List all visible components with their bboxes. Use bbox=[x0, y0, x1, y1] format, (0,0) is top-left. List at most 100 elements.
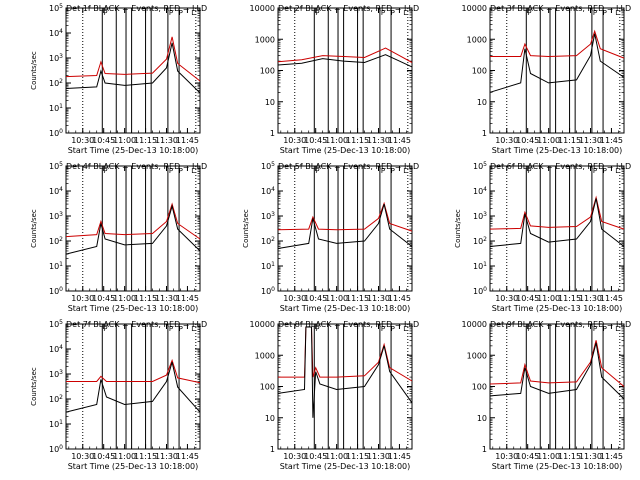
x-tick-label: 11:00 bbox=[537, 452, 560, 461]
x-tick-label: 11:15 bbox=[134, 136, 157, 145]
x-tick-label: 11:30 bbox=[579, 136, 602, 145]
lld-series-line bbox=[66, 358, 201, 384]
y-tick-label: 104 bbox=[473, 186, 487, 196]
y-tick-label: 104 bbox=[49, 186, 63, 196]
marker-flag-label: P bbox=[391, 325, 395, 333]
x-tick-label: 10:45 bbox=[304, 136, 327, 145]
y-tick-label: 104 bbox=[49, 28, 63, 38]
x-tick-label: 11:15 bbox=[346, 294, 369, 303]
panel-det-6: Det 6f BLACK = Events, RED = LLD10010110… bbox=[454, 161, 631, 313]
x-tick-label: 11:00 bbox=[325, 452, 348, 461]
x-tick-label: 10:45 bbox=[516, 294, 539, 303]
plot-frame bbox=[489, 165, 625, 292]
events-series-line bbox=[65, 204, 201, 255]
plot-frame bbox=[277, 323, 413, 450]
x-tick-label: 11:30 bbox=[579, 452, 602, 461]
events-series-line bbox=[277, 203, 413, 249]
x-tick-label: 11:30 bbox=[155, 452, 178, 461]
x-tick-label: 11:30 bbox=[579, 294, 602, 303]
lld-series-line bbox=[65, 36, 201, 82]
panel-det-1: Det 1f BLACK = Events, RED = LLD10010110… bbox=[30, 3, 207, 155]
events-series-line bbox=[65, 42, 201, 94]
x-tick-label: 11:45 bbox=[176, 294, 199, 303]
y-tick-label: 101 bbox=[49, 103, 63, 113]
plot-frame bbox=[65, 7, 201, 134]
marker-flag-label: L bbox=[615, 325, 619, 333]
x-tick-label: 11:45 bbox=[176, 136, 199, 145]
panel-det-3: Det 3f BLACK = Events, RED = LLD11010010… bbox=[462, 4, 632, 155]
y-tick-label: 10000 bbox=[462, 320, 487, 329]
y-tick-label: 103 bbox=[49, 211, 63, 221]
y-tick-label: 1000 bbox=[255, 35, 275, 44]
marker-flag-label: P bbox=[527, 9, 531, 17]
y-tick-label: 100 bbox=[472, 383, 487, 392]
x-tick-label: 11:00 bbox=[537, 136, 560, 145]
x-tick-label: 11:00 bbox=[325, 136, 348, 145]
marker-flag-label: P bbox=[603, 325, 607, 333]
x-tick-label: 11:45 bbox=[600, 452, 623, 461]
x-axis-label: Start Time (25-Dec-13 10:18:00) bbox=[280, 146, 411, 155]
x-axis-label: Start Time (25-Dec-13 10:18:00) bbox=[280, 462, 411, 471]
y-tick-label: 102 bbox=[49, 78, 63, 88]
y-tick-label: 1000 bbox=[255, 351, 275, 360]
y-tick-label: 103 bbox=[261, 211, 275, 221]
marker-flag-label: P bbox=[169, 167, 173, 175]
lld-series-line bbox=[490, 29, 625, 59]
marker-flag-label: P bbox=[381, 167, 385, 175]
y-tick-label: 100 bbox=[49, 128, 63, 138]
y-tick-label: 101 bbox=[473, 261, 487, 271]
x-tick-label: 11:45 bbox=[600, 136, 623, 145]
events-series-line bbox=[489, 198, 625, 247]
plot-frame bbox=[65, 323, 201, 450]
y-tick-label: 100 bbox=[260, 383, 275, 392]
y-axis-label: Counts/sec bbox=[30, 209, 38, 248]
y-tick-label: 1000 bbox=[467, 35, 487, 44]
lld-series-line bbox=[278, 326, 413, 382]
x-tick-label: 10:30 bbox=[283, 136, 306, 145]
marker-flag-label: P bbox=[391, 9, 395, 17]
y-tick-label: 105 bbox=[49, 161, 63, 171]
y-tick-label: 103 bbox=[49, 369, 63, 379]
y-tick-label: 105 bbox=[49, 319, 63, 329]
x-tick-label: 10:30 bbox=[495, 452, 518, 461]
marker-flag-label: P bbox=[169, 325, 173, 333]
x-tick-label: 10:45 bbox=[304, 294, 327, 303]
marker-flag-label: L bbox=[615, 167, 619, 175]
marker-flag-label: P bbox=[103, 9, 107, 17]
y-tick-label: 103 bbox=[49, 53, 63, 63]
marker-flag-label: P bbox=[103, 325, 107, 333]
y-tick-label: 100 bbox=[49, 286, 63, 296]
marker-flag-label: L bbox=[191, 325, 195, 333]
plot-frame bbox=[489, 7, 625, 134]
lld-series-line bbox=[277, 201, 413, 232]
panel-det-5: Det 5f BLACK = Events, RED = LLD10010110… bbox=[242, 161, 419, 313]
y-tick-label: 105 bbox=[49, 3, 63, 13]
x-axis-label: Start Time (25-Dec-13 10:18:00) bbox=[68, 462, 199, 471]
marker-flag-label: P bbox=[381, 325, 385, 333]
x-tick-label: 10:45 bbox=[516, 452, 539, 461]
y-tick-label: 102 bbox=[49, 394, 63, 404]
x-tick-label: 11:30 bbox=[367, 136, 390, 145]
panel-det-4: Det 4f BLACK = Events, RED = LLD10010110… bbox=[30, 161, 207, 313]
marker-flag-label: P bbox=[593, 325, 597, 333]
y-tick-label: 102 bbox=[473, 236, 487, 246]
events-series-line bbox=[277, 326, 413, 418]
y-axis-label: Counts/sec bbox=[454, 209, 462, 248]
plot-frame bbox=[65, 165, 201, 292]
y-tick-label: 10 bbox=[477, 98, 487, 107]
x-tick-label: 10:30 bbox=[71, 294, 94, 303]
marker-flag-label: P bbox=[315, 167, 319, 175]
y-tick-label: 100 bbox=[260, 67, 275, 76]
x-axis-label: Start Time (25-Dec-13 10:18:00) bbox=[492, 304, 623, 313]
panel-det-8: Det 8f BLACK = Events, RED = LLD11010010… bbox=[250, 320, 420, 471]
x-tick-label: 10:45 bbox=[92, 136, 115, 145]
marker-flag-label: P bbox=[593, 167, 597, 175]
x-tick-label: 11:15 bbox=[134, 294, 157, 303]
x-tick-label: 10:45 bbox=[516, 136, 539, 145]
x-tick-label: 11:15 bbox=[346, 136, 369, 145]
marker-flag-label: P bbox=[603, 167, 607, 175]
y-tick-label: 10000 bbox=[250, 320, 275, 329]
x-tick-label: 10:45 bbox=[92, 452, 115, 461]
x-tick-label: 11:45 bbox=[176, 452, 199, 461]
y-tick-label: 1 bbox=[270, 129, 275, 138]
